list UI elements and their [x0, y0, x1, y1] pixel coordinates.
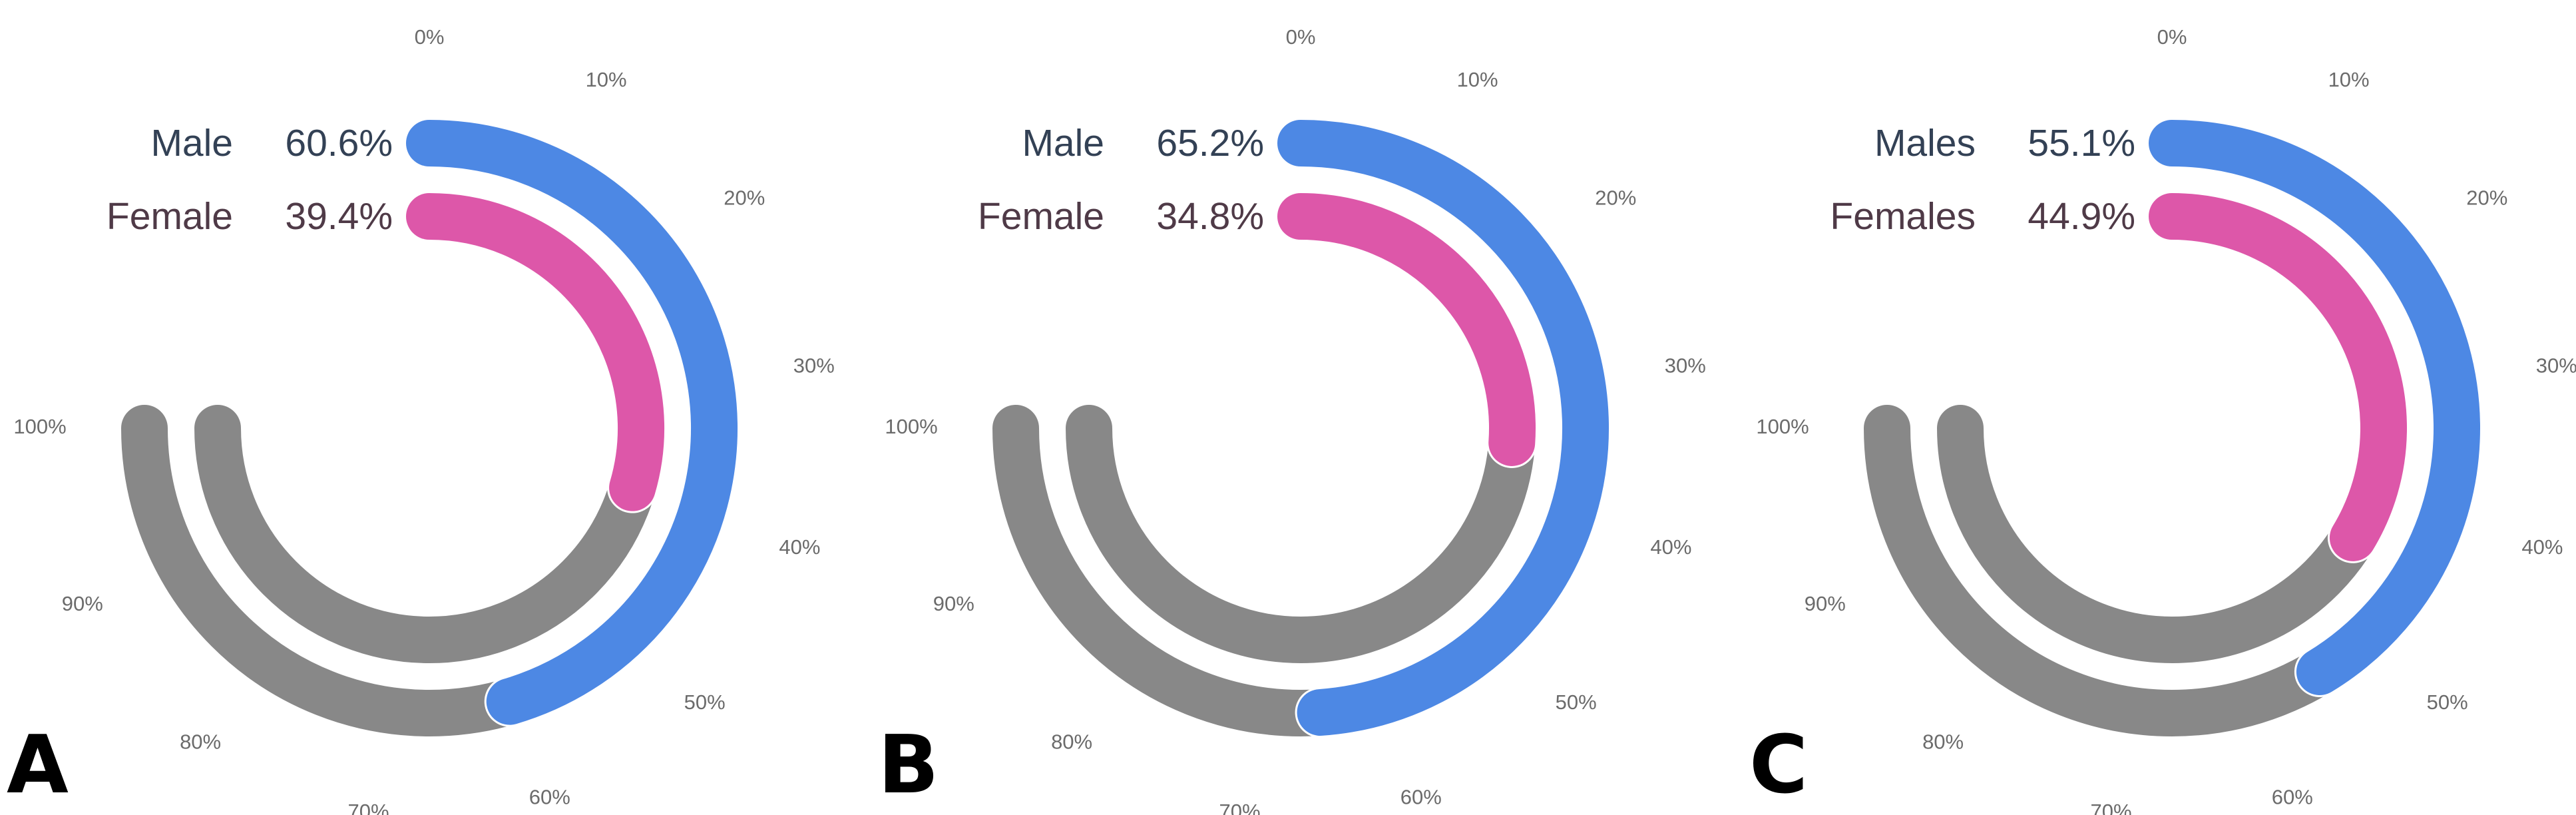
- male-legend-value: 65.2%: [1156, 122, 1264, 164]
- tick-label: 80%: [180, 730, 221, 753]
- tick-label: 50%: [684, 690, 726, 714]
- female-legend-value: 34.8%: [1156, 195, 1264, 238]
- female-legend-name: Female: [978, 195, 1104, 238]
- tick-label: 70%: [2090, 800, 2131, 815]
- tick-label: 70%: [1219, 800, 1260, 815]
- tick-label: 80%: [1922, 730, 1964, 753]
- tick-label: 20%: [724, 186, 765, 209]
- tick-label: 60%: [2272, 786, 2313, 809]
- female-value-arc: [2149, 193, 2407, 561]
- tick-label: 40%: [2521, 535, 2563, 559]
- tick-label: 50%: [2427, 690, 2468, 714]
- male-value-arc: [1277, 120, 1609, 736]
- tick-label: 90%: [62, 592, 103, 615]
- chart-panel-c: 0% 10% 20% 30% 40% 50% 60% 70% 80% 90% 100% Males 55…: [1749, 25, 2576, 815]
- panel-letter: C: [1749, 719, 1808, 812]
- tick-label: 60%: [1400, 786, 1442, 809]
- chart-panel-a: 0% 10% 20% 30% 40% 50% 60% 70% 80% 90% 100% Male 60.…: [7, 25, 835, 815]
- female-legend-name: Female: [107, 195, 233, 238]
- tick-label: 100%: [885, 415, 937, 438]
- panel-letter: A: [7, 719, 69, 812]
- tick-label: 10%: [586, 68, 627, 91]
- tick-label: 100%: [13, 415, 66, 438]
- tick-label: 100%: [1756, 415, 1809, 438]
- tick-label: 30%: [793, 354, 835, 378]
- tick-label: 30%: [2536, 354, 2576, 378]
- tick-label: 20%: [1595, 186, 1636, 209]
- tick-label: 60%: [529, 786, 570, 809]
- tick-label: 0%: [1286, 25, 1316, 49]
- panel-letter: B: [878, 719, 939, 812]
- male-legend-name: Male: [1022, 122, 1104, 164]
- male-legend-value: 55.1%: [2028, 122, 2135, 164]
- tick-label: 10%: [2328, 68, 2370, 91]
- tick-label: 40%: [1650, 535, 1691, 559]
- tick-label: 90%: [933, 592, 974, 615]
- male-legend-value: 60.6%: [285, 122, 393, 164]
- tick-label: 20%: [2466, 186, 2507, 209]
- tick-label: 10%: [1457, 68, 1498, 91]
- male-value-arc: [2149, 120, 2480, 695]
- female-value-arc: [406, 193, 664, 511]
- tick-label: 30%: [1665, 354, 1706, 378]
- female-legend-name: Females: [1830, 195, 1976, 238]
- male-legend-name: Males: [1874, 122, 1976, 164]
- tick-label: 40%: [779, 535, 820, 559]
- female-legend-value: 39.4%: [285, 195, 393, 238]
- tick-label: 80%: [1051, 730, 1092, 753]
- tick-label: 70%: [347, 800, 389, 815]
- tick-label: 50%: [1556, 690, 1597, 714]
- male-legend-name: Male: [150, 122, 233, 164]
- female-value-arc: [1277, 193, 1536, 466]
- tick-label: 90%: [1805, 592, 1846, 615]
- female-legend-value: 44.9%: [2028, 195, 2135, 238]
- male-value-arc: [406, 120, 738, 725]
- chart-panel-b: 0% 10% 20% 30% 40% 50% 60% 70% 80% 90% 100% Male 65.…: [878, 25, 1706, 815]
- tick-label: 0%: [415, 25, 445, 49]
- tick-label: 0%: [2157, 25, 2187, 49]
